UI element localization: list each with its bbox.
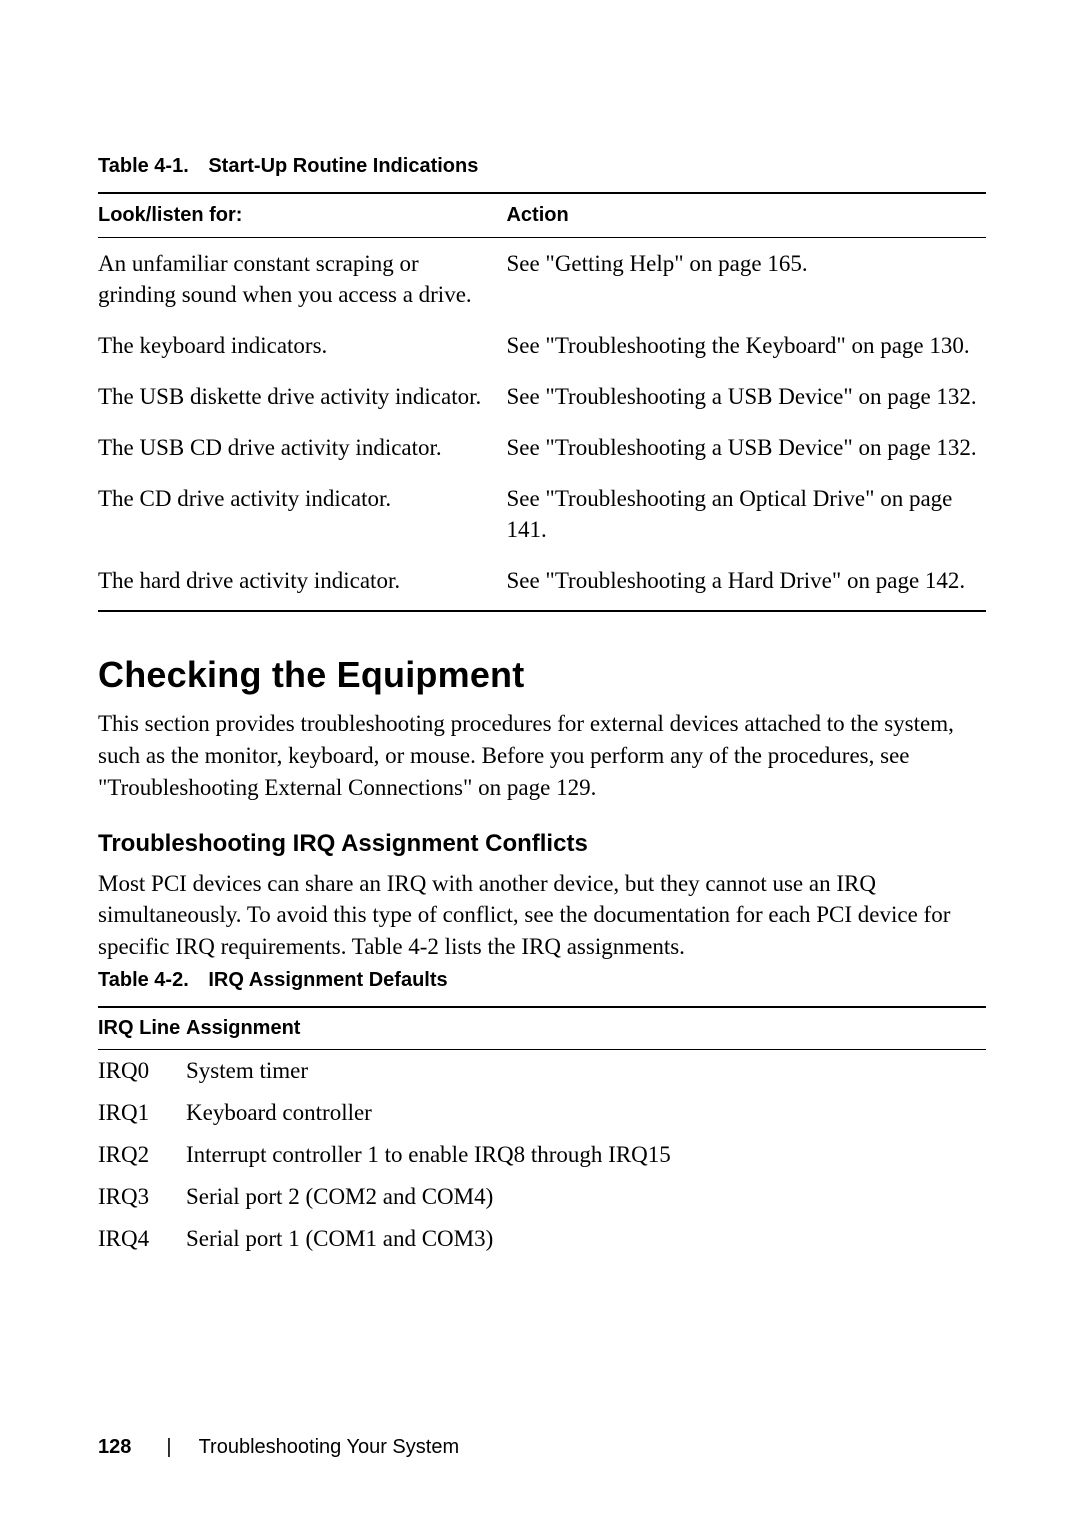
table-4-2: IRQ Line Assignment IRQ0 System timer IR… (98, 1006, 986, 1260)
table-row: IRQ3 Serial port 2 (COM2 and COM4) (98, 1176, 986, 1218)
table-cell: The USB CD drive activity indicator. (98, 422, 506, 473)
table-4-2-header-assignment: Assignment (186, 1007, 986, 1050)
table-cell: See "Getting Help" on page 165. (506, 238, 986, 321)
table-4-1-header-action: Action (506, 193, 986, 238)
table-cell: The hard drive activity indicator. (98, 555, 506, 611)
table-row: An unfamiliar constant scraping or grind… (98, 238, 986, 321)
table-row: The USB CD drive activity indicator. See… (98, 422, 986, 473)
table-row: IRQ4 Serial port 1 (COM1 and COM3) (98, 1218, 986, 1260)
table-4-2-caption-label: Table 4-2. (98, 969, 189, 991)
table-4-2-header-irqline: IRQ Line (98, 1007, 186, 1050)
table-4-1: Look/listen for: Action An unfamiliar co… (98, 192, 986, 612)
table-cell: IRQ2 (98, 1134, 186, 1176)
table-row: The hard drive activity indicator. See "… (98, 555, 986, 611)
footer-divider: | (166, 1436, 171, 1458)
table-cell: IRQ4 (98, 1218, 186, 1260)
table-cell: Serial port 2 (COM2 and COM4) (186, 1176, 986, 1218)
table-cell: IRQ0 (98, 1049, 186, 1092)
table-row: The USB diskette drive activity indicato… (98, 371, 986, 422)
table-cell: IRQ3 (98, 1176, 186, 1218)
table-4-1-caption: Table 4-1. Start-Up Routine Indications (98, 155, 986, 178)
table-cell: IRQ1 (98, 1092, 186, 1134)
table-cell: See "Troubleshooting the Keyboard" on pa… (506, 320, 986, 371)
table-cell: Keyboard controller (186, 1092, 986, 1134)
table-row: IRQ2 Interrupt controller 1 to enable IR… (98, 1134, 986, 1176)
table-cell: Serial port 1 (COM1 and COM3) (186, 1218, 986, 1260)
table-4-1-caption-title: Start-Up Routine Indications (208, 155, 478, 177)
table-cell: See "Troubleshooting a Hard Drive" on pa… (506, 555, 986, 611)
table-4-2-header-row: IRQ Line Assignment (98, 1007, 986, 1050)
table-cell: The CD drive activity indicator. (98, 473, 506, 555)
subsection-paragraph: Most PCI devices can share an IRQ with a… (98, 868, 986, 963)
table-row: IRQ0 System timer (98, 1049, 986, 1092)
table-cell: The USB diskette drive activity indicato… (98, 371, 506, 422)
table-cell: An unfamiliar constant scraping or grind… (98, 238, 506, 321)
table-4-1-header-row: Look/listen for: Action (98, 193, 986, 238)
document-page: Table 4-1. Start-Up Routine Indications … (0, 0, 1080, 1529)
page-footer: 128 | Troubleshooting Your System (98, 1436, 459, 1459)
section-heading: Checking the Equipment (98, 654, 986, 696)
table-row: The keyboard indicators. See "Troublesho… (98, 320, 986, 371)
table-row: The CD drive activity indicator. See "Tr… (98, 473, 986, 555)
table-4-2-caption: Table 4-2. IRQ Assignment Defaults (98, 969, 986, 992)
table-cell: See "Troubleshooting an Optical Drive" o… (506, 473, 986, 555)
table-cell: System timer (186, 1049, 986, 1092)
chapter-title: Troubleshooting Your System (199, 1436, 460, 1458)
table-row: IRQ1 Keyboard controller (98, 1092, 986, 1134)
table-cell: See "Troubleshooting a USB Device" on pa… (506, 422, 986, 473)
table-4-2-caption-title: IRQ Assignment Defaults (208, 969, 447, 991)
table-cell: See "Troubleshooting a USB Device" on pa… (506, 371, 986, 422)
page-number: 128 (98, 1436, 131, 1458)
table-4-1-header-look: Look/listen for: (98, 193, 506, 238)
table-4-1-caption-label: Table 4-1. (98, 155, 189, 177)
section-paragraph: This section provides troubleshooting pr… (98, 708, 986, 803)
table-cell: The keyboard indicators. (98, 320, 506, 371)
subsection-heading: Troubleshooting IRQ Assignment Conflicts (98, 830, 986, 858)
table-cell: Interrupt controller 1 to enable IRQ8 th… (186, 1134, 986, 1176)
